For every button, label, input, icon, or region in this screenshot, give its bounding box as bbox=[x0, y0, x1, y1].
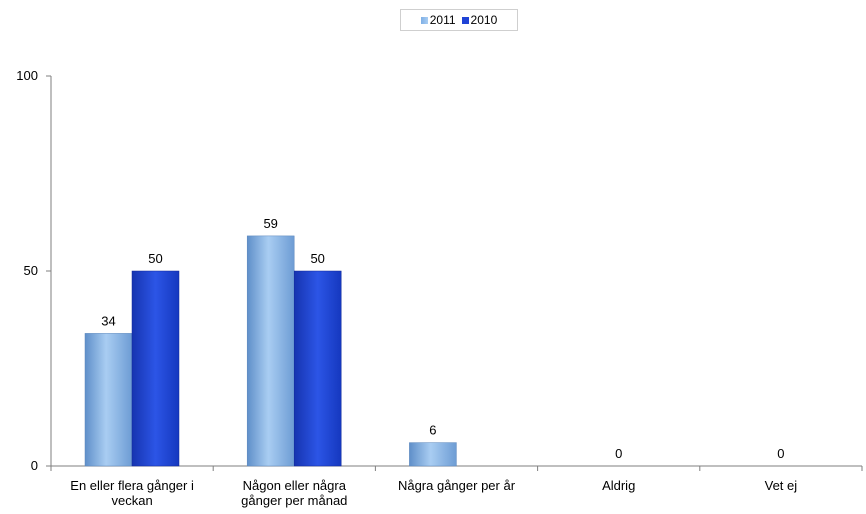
y-tick-label: 0 bbox=[31, 458, 38, 473]
x-category-label-line: gånger per månad bbox=[241, 493, 347, 508]
x-category-label-line: veckan bbox=[111, 493, 152, 508]
data-label-2011: 59 bbox=[263, 216, 277, 231]
data-label-2010: 50 bbox=[148, 251, 162, 266]
bar-2011 bbox=[246, 235, 295, 467]
legend-swatch-2010 bbox=[461, 16, 469, 24]
legend-label-2011: 2011 bbox=[429, 13, 456, 27]
x-category-label: En eller flera gånger i veckan bbox=[70, 478, 194, 508]
legend-item-2010: 2010 bbox=[461, 13, 498, 27]
x-category-label: Några gånger per år bbox=[398, 478, 516, 493]
data-label-2011: 6 bbox=[429, 423, 436, 438]
legend-label-2010: 2010 bbox=[470, 13, 498, 27]
data-label-2010: 50 bbox=[310, 251, 324, 266]
bar-2010 bbox=[131, 270, 180, 467]
x-category-label: Vet ej bbox=[765, 478, 798, 493]
x-category-label-line: Några gånger per år bbox=[398, 478, 516, 493]
x-category-label-line: Vet ej bbox=[765, 478, 798, 493]
legend: 2011 2010 bbox=[400, 9, 518, 31]
data-label-2011: 0 bbox=[777, 446, 784, 461]
y-tick-label: 100 bbox=[16, 68, 38, 83]
data-label-2011: 34 bbox=[101, 313, 115, 328]
bar-2011 bbox=[84, 333, 133, 467]
y-tick-label: 50 bbox=[24, 263, 38, 278]
bar-2011 bbox=[409, 442, 457, 467]
x-category-label: Någon eller några gånger per månad bbox=[241, 478, 347, 508]
data-label-2011: 0 bbox=[615, 446, 622, 461]
x-category-label-line: En eller flera gånger i bbox=[70, 478, 194, 493]
legend-item-2011: 2011 bbox=[420, 13, 456, 27]
x-category-label: Aldrig bbox=[602, 478, 635, 493]
x-category-label-line: Någon eller några bbox=[243, 478, 347, 493]
legend-swatch-2011 bbox=[420, 16, 428, 24]
x-category-label-line: Aldrig bbox=[602, 478, 635, 493]
bar-2010 bbox=[293, 270, 342, 467]
